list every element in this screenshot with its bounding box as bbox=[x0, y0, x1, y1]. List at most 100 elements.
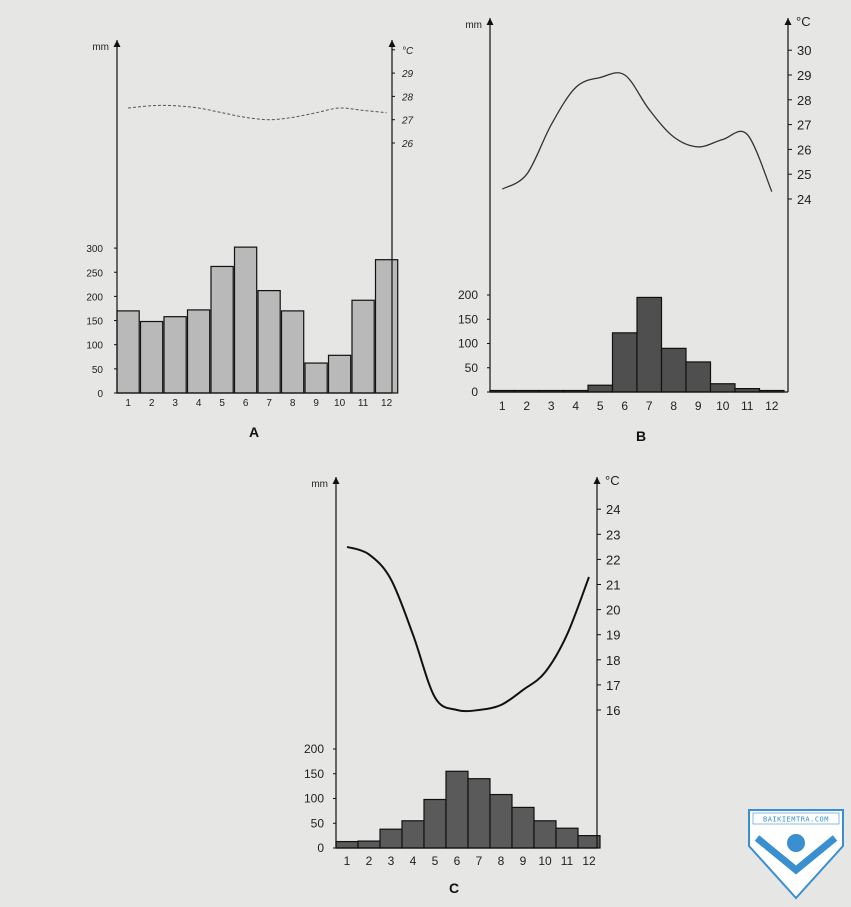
bar-B-9 bbox=[685, 361, 712, 393]
x-tick-label: 10 bbox=[716, 399, 730, 413]
x-tick-label: 10 bbox=[538, 854, 552, 868]
bar-B-6 bbox=[611, 332, 638, 393]
x-tick-label: 8 bbox=[290, 398, 296, 409]
bar-C-4 bbox=[401, 820, 425, 849]
panel-label: A bbox=[249, 424, 259, 440]
right-tick-label: 27 bbox=[401, 116, 414, 127]
x-tick-label: 2 bbox=[149, 398, 155, 409]
watermark-logo: BAIKIEMTRA.COM bbox=[748, 809, 844, 900]
x-tick-label: 12 bbox=[582, 854, 596, 868]
left-tick-label: 200 bbox=[86, 292, 103, 303]
x-tick-label: 3 bbox=[172, 398, 178, 409]
left-tick-label: 50 bbox=[465, 361, 479, 375]
x-tick-label: 8 bbox=[670, 399, 677, 413]
right-tick-label: 25 bbox=[797, 167, 811, 182]
x-tick-label: 6 bbox=[621, 399, 628, 413]
watermark-text: BAIKIEMTRA.COM bbox=[763, 816, 829, 824]
bar-B-10 bbox=[709, 383, 736, 393]
watermark-person-icon bbox=[787, 834, 805, 852]
left-axis-arrow-icon bbox=[113, 40, 121, 47]
right-tick-label: 19 bbox=[606, 628, 620, 643]
panel-label: B bbox=[636, 428, 646, 444]
x-tick-label: 2 bbox=[366, 854, 373, 868]
x-tick-label: 12 bbox=[381, 398, 393, 409]
bar-B-5 bbox=[587, 384, 614, 393]
x-tick-label: 2 bbox=[523, 399, 530, 413]
panel-label: C bbox=[449, 880, 459, 896]
bar-A-9 bbox=[304, 362, 328, 394]
left-tick-label: 50 bbox=[311, 816, 325, 830]
right-unit-label: °C bbox=[796, 14, 811, 29]
x-tick-label: 4 bbox=[196, 398, 202, 409]
right-tick-label: 30 bbox=[797, 43, 811, 58]
bar-C-3 bbox=[379, 828, 403, 849]
bar-A-8 bbox=[280, 310, 305, 394]
x-tick-label: 6 bbox=[454, 854, 461, 868]
right-tick-label: 18 bbox=[606, 653, 620, 668]
bar-A-1 bbox=[116, 310, 140, 394]
right-axis-arrow-icon bbox=[388, 40, 396, 47]
right-tick-label: 26 bbox=[401, 139, 414, 150]
bar-A-7 bbox=[257, 290, 281, 394]
temperature-line bbox=[501, 72, 773, 192]
right-tick-label: 21 bbox=[606, 578, 620, 593]
x-tick-label: 7 bbox=[646, 399, 653, 413]
x-tick-label: 12 bbox=[765, 399, 779, 413]
right-tick-label: 28 bbox=[797, 93, 811, 108]
right-tick-label: 23 bbox=[606, 527, 620, 542]
bar-C-9 bbox=[511, 806, 535, 849]
bar-C-7 bbox=[467, 778, 491, 849]
x-tick-label: 11 bbox=[561, 854, 574, 868]
right-tick-label: 29 bbox=[401, 69, 414, 80]
bar-A-2 bbox=[139, 320, 164, 394]
bar-A-4 bbox=[186, 309, 211, 394]
right-unit-label: °C bbox=[605, 473, 620, 488]
x-tick-label: 7 bbox=[476, 854, 483, 868]
x-tick-label: 4 bbox=[410, 854, 417, 868]
left-tick-label: 50 bbox=[92, 365, 104, 376]
left-unit-label: mm bbox=[311, 479, 328, 490]
bar-A-3 bbox=[163, 316, 187, 394]
bar-A-10 bbox=[327, 354, 352, 394]
left-tick-label: 100 bbox=[304, 792, 324, 806]
x-tick-label: 1 bbox=[499, 399, 506, 413]
left-tick-label: 100 bbox=[86, 341, 103, 352]
right-axis-arrow-icon bbox=[784, 18, 792, 25]
right-axis-arrow-icon bbox=[593, 477, 601, 484]
x-tick-label: 9 bbox=[695, 399, 702, 413]
x-tick-label: 1 bbox=[125, 398, 131, 409]
right-tick-label: 20 bbox=[606, 603, 620, 618]
left-tick-label: 150 bbox=[458, 312, 478, 326]
bar-C-11 bbox=[555, 827, 579, 849]
left-tick-label: 200 bbox=[304, 742, 324, 756]
left-tick-label: 100 bbox=[458, 337, 478, 351]
left-axis-arrow-icon bbox=[486, 18, 494, 25]
temperature-line bbox=[346, 545, 590, 713]
left-tick-label: 150 bbox=[86, 317, 103, 328]
left-tick-label: 0 bbox=[471, 385, 478, 399]
x-tick-label: 5 bbox=[597, 399, 604, 413]
bar-C-2 bbox=[357, 840, 381, 849]
bar-B-8 bbox=[660, 347, 687, 393]
bar-C-8 bbox=[489, 793, 513, 849]
bar-B-7 bbox=[636, 296, 663, 393]
right-tick-label: 27 bbox=[797, 118, 811, 133]
x-tick-label: 7 bbox=[266, 398, 272, 409]
left-tick-label: 250 bbox=[86, 268, 103, 279]
x-tick-label: 11 bbox=[741, 399, 754, 413]
left-tick-label: 150 bbox=[304, 767, 324, 781]
right-tick-label: °C bbox=[402, 46, 414, 57]
bar-A-12 bbox=[374, 259, 399, 394]
left-tick-label: 0 bbox=[317, 841, 324, 855]
x-tick-label: 1 bbox=[344, 854, 351, 868]
right-tick-label: 28 bbox=[401, 92, 414, 103]
left-unit-label: mm bbox=[465, 20, 482, 31]
bar-A-6 bbox=[233, 246, 258, 394]
bar-C-10 bbox=[533, 820, 557, 849]
right-tick-label: 26 bbox=[797, 142, 811, 157]
